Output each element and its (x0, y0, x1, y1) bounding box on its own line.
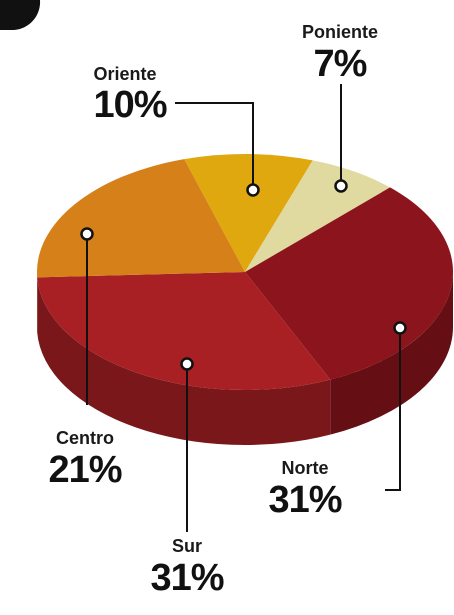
slice (37, 272, 331, 390)
leader-dot (80, 227, 94, 241)
leader-line (175, 102, 254, 190)
category-label: Sur (172, 536, 202, 556)
value-label: 7% (314, 43, 367, 85)
slice-side (330, 272, 453, 435)
leader-dot (393, 321, 407, 335)
category-label: Poniente (302, 22, 378, 42)
leader-line (385, 328, 401, 491)
value-label: 31% (268, 479, 341, 521)
category-label: Norte (281, 458, 328, 478)
category-label: Centro (56, 428, 114, 448)
slice-side (37, 277, 331, 445)
value-label: 21% (48, 449, 121, 491)
category-label: Oriente (93, 64, 156, 84)
leader-dot (246, 183, 260, 197)
slice (184, 154, 313, 272)
value-label: 31% (150, 557, 223, 599)
slice (36, 159, 245, 278)
leader-dot (334, 179, 348, 193)
leader-dot (180, 357, 194, 371)
corner-icon (0, 0, 41, 30)
slice (245, 160, 391, 272)
value-label: 10% (93, 84, 166, 126)
